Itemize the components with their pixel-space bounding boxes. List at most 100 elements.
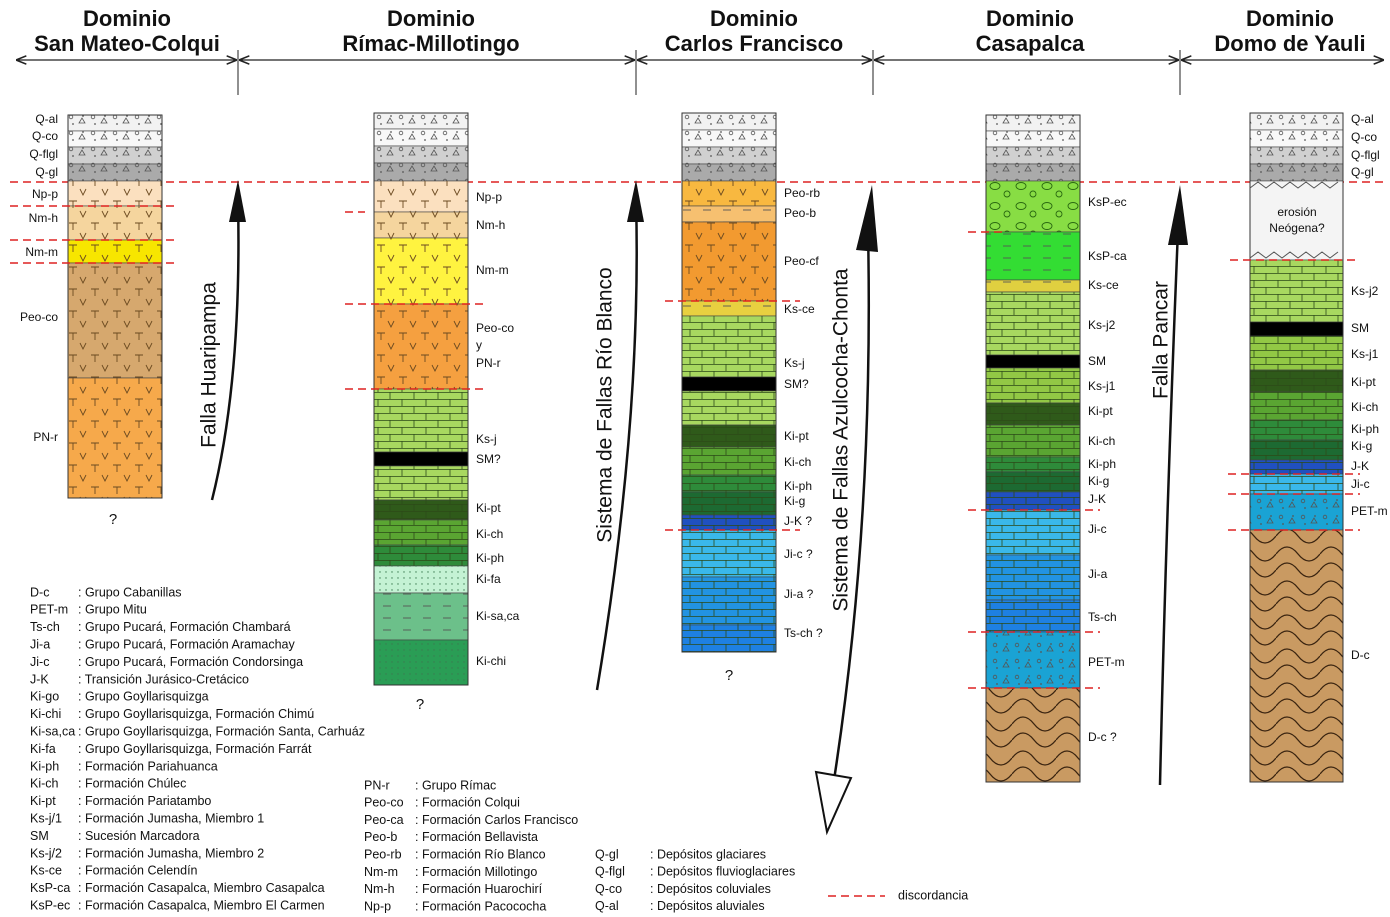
layer-pattern [986,368,1080,403]
uncertain-base: ? [725,667,733,684]
layer-label: Q-flgl [1351,148,1380,162]
layer-pattern [682,515,776,530]
domain-name: Casapalca [976,31,1086,56]
layer-label: Ki-ch [784,455,811,469]
layer-pattern [1250,147,1343,164]
layer-pattern [986,280,1080,292]
layer-pattern [374,113,468,129]
legend-code: KsP-ca [30,881,70,895]
legend-code: Q-co [595,882,622,896]
legend-code: Ki-chi [30,707,61,721]
layer-pattern [374,304,468,389]
layer-label: Ji-c [1351,477,1370,491]
layer-pattern [1250,494,1343,530]
layer-pattern [68,240,162,263]
layer-pattern [682,475,776,492]
legend-code: D-c [30,585,49,599]
layer-pattern [1250,440,1343,460]
layer-pattern [68,263,162,378]
layer-label: Ks-ce [784,302,815,316]
layer-label: y [476,338,482,352]
legend-description: : Grupo Pucará, Formación Condorsinga [78,655,303,669]
layer-label: Ks-j [784,356,805,370]
layer-label: J-K [1088,492,1106,506]
legend-description: : Formación Carlos Francisco [415,813,578,827]
layer-label: Ki-chi [476,654,506,668]
layer-pattern [68,206,162,240]
layer-pattern [986,492,1080,510]
layer-label: Ks-j1 [1088,379,1116,393]
layer-pattern [682,425,776,447]
layer-label: Ki-ph [1351,422,1379,436]
legend-description: : Formación Jumasha, Miembro 1 [78,811,264,825]
layer-label: Ki-g [784,494,805,508]
layer-pattern [1250,460,1343,474]
legend-code: Q-flgl [595,865,625,879]
legend-description: : Formación Pariatambo [78,794,211,808]
layer-label: Ki-pt [1088,404,1113,418]
layer-pattern [682,113,776,130]
legend-code: Ji-c [30,655,49,669]
uncertain-base: ? [416,696,424,713]
legend-code: Ki-ch [30,777,59,791]
layer-label: Ki-pt [784,429,809,443]
layer-pattern [68,181,162,206]
legend-description: : Sucesión Marcadora [78,829,200,843]
layer-pattern [682,530,776,577]
stratigraphic-column: Peo-rbPeo-bPeo-cfKs-ceKs-jSM?Ki-ptKi-chK… [665,113,823,684]
layer-label: D-c [1351,648,1370,662]
legend-description: : Formación Millotingo [415,865,537,879]
legend-code: SM [30,829,49,843]
fault-label: Sistema de Fallas Azulcocha-Chonta [830,268,853,611]
legend-code: Peo-ca [364,813,404,827]
layer-label: Ki-g [1088,474,1109,488]
layer-label: KsP-ca [1088,249,1127,263]
layer-label: Ks-j1 [1351,347,1379,361]
legend-description: : Formación Celendín [78,864,198,878]
legend-description: : Grupo Goyllarisquizga, Formación Chimú [78,707,314,721]
layer-pattern [374,129,468,146]
layer-label: Peo-co [20,310,58,324]
layer-pattern [1250,336,1343,370]
legend-code: Ji-a [30,637,50,651]
layer-label: Peo-b [784,206,816,220]
domain-title: Dominio [387,6,475,31]
legend-description: : Formación Chúlec [78,777,186,791]
domain-title: Dominio [1246,6,1334,31]
layer-label: Ji-c [1088,522,1107,536]
legend-description: : Grupo Pucará, Formación Aramachay [78,637,296,651]
layer-label: J-K [1351,459,1369,473]
legend-description: : Formación Huarochirí [415,882,543,896]
layer-pattern [68,378,162,498]
layer-pattern [682,301,776,316]
layer-label: Ts-ch ? [784,626,823,640]
layer-pattern [1250,370,1343,392]
domain-name: Domo de Yauli [1214,31,1365,56]
layer-pattern [68,147,162,164]
layer-pattern [986,131,1080,147]
legend-description: : Grupo Pucará, Formación Chambará [78,620,291,634]
layer-label: PN-r [33,430,58,444]
layer-pattern [374,500,468,520]
layer-pattern [986,292,1080,355]
layer-pattern [68,131,162,147]
stratigraphic-column: KsP-ecKsP-caKs-ceKs-j2SMKs-j1Ki-ptKi-chK… [968,115,1127,782]
legend-code: Q-al [595,899,619,913]
stratigraphic-column: Q-alQ-coQ-flglQ-glKs-j2SMKs-j1Ki-ptKi-ch… [1228,112,1388,782]
layer-pattern [986,147,1080,164]
layer-pattern [986,115,1080,131]
layer-pattern [374,593,468,640]
layer-label: Q-co [1351,130,1377,144]
legend-code: PET-m [30,603,68,617]
legend-description: : Grupo Goyllarisquizga, Formación Farrá… [78,742,312,756]
layer-pattern [986,510,1080,555]
layer-label: Ki-ch [476,527,503,541]
layer-label: Ki-pt [1351,375,1376,389]
layer-label: Q-gl [35,165,58,179]
layer-pattern [68,164,162,181]
layer-label: Ki-ch [1351,400,1378,414]
layer-label: Q-al [35,112,58,126]
layer-label: Np-p [476,190,502,204]
legend-code: Ki-sa,ca [30,724,75,738]
legend-description: : Formación Casapalca, Miembro Casapalca [78,881,325,895]
